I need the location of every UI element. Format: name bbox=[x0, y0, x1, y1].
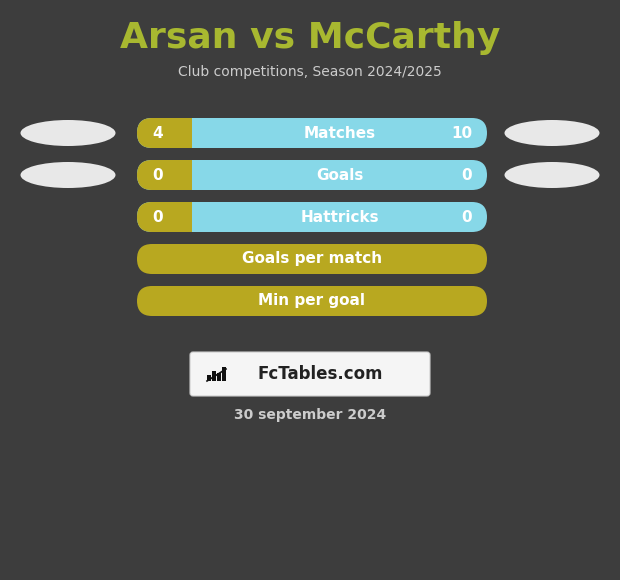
FancyBboxPatch shape bbox=[137, 286, 487, 316]
Text: Arsan vs McCarthy: Arsan vs McCarthy bbox=[120, 21, 500, 55]
Text: 30 september 2024: 30 september 2024 bbox=[234, 408, 386, 422]
Ellipse shape bbox=[20, 162, 115, 188]
Bar bbox=[222, 367, 226, 381]
Text: FcTables.com: FcTables.com bbox=[257, 365, 383, 383]
FancyBboxPatch shape bbox=[137, 244, 487, 274]
Text: 4: 4 bbox=[152, 125, 162, 140]
FancyBboxPatch shape bbox=[137, 202, 207, 232]
Text: 0: 0 bbox=[461, 209, 472, 224]
Text: 0: 0 bbox=[152, 168, 162, 183]
Ellipse shape bbox=[505, 162, 600, 188]
Text: Goals per match: Goals per match bbox=[242, 252, 382, 266]
FancyBboxPatch shape bbox=[137, 160, 207, 190]
Text: Hattricks: Hattricks bbox=[300, 209, 379, 224]
Bar bbox=[212, 371, 216, 381]
Text: 0: 0 bbox=[461, 168, 472, 183]
Text: Matches: Matches bbox=[303, 125, 376, 140]
FancyBboxPatch shape bbox=[137, 118, 487, 148]
FancyBboxPatch shape bbox=[137, 202, 487, 232]
Text: 10: 10 bbox=[451, 125, 472, 140]
Ellipse shape bbox=[505, 120, 600, 146]
Bar bbox=[207, 375, 211, 381]
Text: Min per goal: Min per goal bbox=[259, 293, 366, 309]
Text: Goals: Goals bbox=[316, 168, 363, 183]
Bar bbox=[217, 373, 221, 381]
Text: Club competitions, Season 2024/2025: Club competitions, Season 2024/2025 bbox=[178, 65, 442, 79]
Ellipse shape bbox=[20, 120, 115, 146]
FancyBboxPatch shape bbox=[137, 160, 487, 190]
FancyBboxPatch shape bbox=[190, 352, 430, 396]
Text: 0: 0 bbox=[152, 209, 162, 224]
FancyBboxPatch shape bbox=[137, 118, 207, 148]
